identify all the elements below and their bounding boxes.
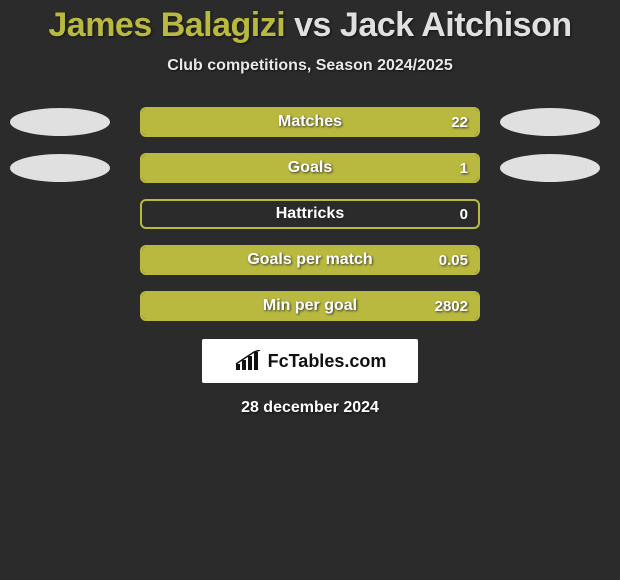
player1-name: James Balagizi: [48, 6, 285, 44]
left-ellipse: [10, 154, 110, 182]
subtitle: Club competitions, Season 2024/2025: [0, 57, 620, 75]
bar-chart-icon: [234, 350, 262, 372]
bar-track: Goals per match0.05: [140, 245, 480, 275]
bar-track: Hattricks0: [140, 199, 480, 229]
stat-label: Goals per match: [142, 247, 478, 273]
stat-label: Matches: [142, 109, 478, 135]
page-title: James Balagizi vs Jack Aitchison: [0, 0, 620, 45]
stat-row: Goals1: [0, 151, 620, 185]
stat-label: Hattricks: [142, 201, 478, 227]
stat-value: 2802: [435, 293, 468, 319]
footer-badge[interactable]: FcTables.com: [202, 339, 418, 383]
footer-brand: FcTables.com: [268, 351, 387, 372]
stat-value: 22: [451, 109, 468, 135]
stat-value: 0.05: [439, 247, 468, 273]
stat-row: Goals per match0.05: [0, 243, 620, 277]
bar-track: Min per goal2802: [140, 291, 480, 321]
left-ellipse: [10, 108, 110, 136]
date-text: 28 december 2024: [0, 399, 620, 417]
vs-text: vs: [294, 6, 331, 44]
stats-rows: Matches22 Goals1 Hattricks0 Goals per match…: [0, 105, 620, 323]
right-ellipse: [500, 154, 600, 182]
bar-track: Goals1: [140, 153, 480, 183]
stat-row: Hattricks0: [0, 197, 620, 231]
right-ellipse: [500, 108, 600, 136]
stat-value: 1: [460, 155, 468, 181]
stat-label: Min per goal: [142, 293, 478, 319]
player2-name: Jack Aitchison: [340, 6, 572, 44]
stat-value: 0: [460, 201, 468, 227]
stat-row: Matches22: [0, 105, 620, 139]
bar-track: Matches22: [140, 107, 480, 137]
stat-row: Min per goal2802: [0, 289, 620, 323]
stat-label: Goals: [142, 155, 478, 181]
